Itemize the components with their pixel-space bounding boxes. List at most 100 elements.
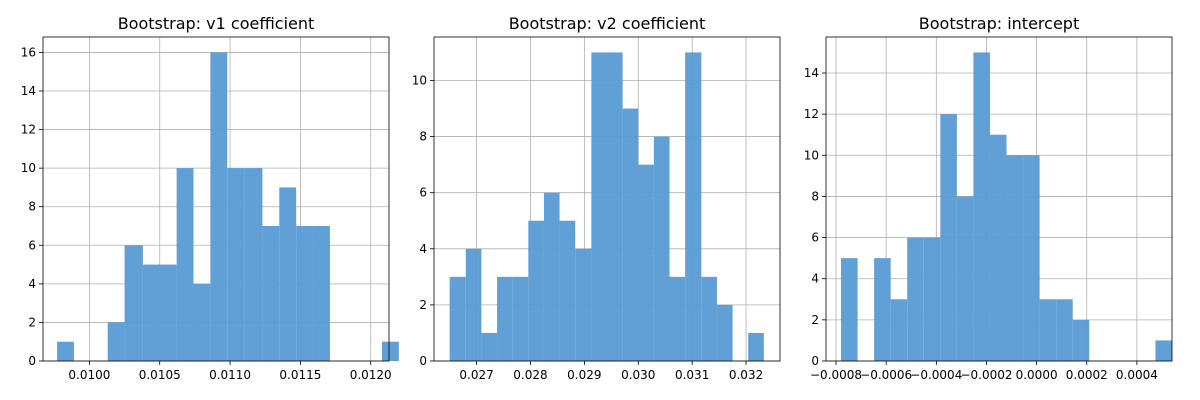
histogram-bar [591,52,607,362]
x-tick-label: −0.0006 [860,368,912,382]
histogram-bar [1155,340,1172,361]
histogram-bar [381,341,399,361]
x-tick-label: 0.0120 [350,368,392,382]
y-tick-label: 0 [28,354,36,368]
axes-frame [433,36,781,362]
histogram-bar [748,332,764,361]
histogram-bar [923,237,941,361]
x-tick-label: 0.027 [459,368,493,382]
histogram-bar [607,52,623,362]
y-tick-label: 16 [21,45,36,59]
chart-title: Bootstrap: intercept [919,14,1079,33]
histogram-bar [528,220,544,361]
y-tick-label: 2 [419,298,427,312]
x-tick-label: −0.0008 [810,368,862,382]
x-tick-label: 0.0004 [1116,368,1158,382]
x-tick-label: 0.032 [729,368,763,382]
y-tick-label: 8 [28,200,36,214]
y-tick-label: 6 [419,186,427,200]
chart-title: Bootstrap: v2 coefficient [509,14,706,33]
x-tick-label: 0.0002 [1066,368,1108,382]
histogram-bar [956,196,974,361]
histogram-bar [685,52,702,362]
histogram-bar [1056,299,1073,361]
chart-title: Bootstrap: v1 coefficient [118,14,315,33]
histogram-bar [940,114,957,362]
x-tick-label: 0.0100 [68,368,110,382]
y-tick-label: 12 [804,107,819,121]
x-tick-label: 0.028 [513,368,547,382]
histogram-bar [669,276,686,361]
histogram-bar [973,52,990,362]
histogram-bar [874,258,891,361]
histogram-bar [210,52,228,362]
histogram-bar [1039,299,1057,361]
histogram-bar [512,276,529,361]
panel-v1-coefficient: Bootstrap: v1 coefficient 0.0100 0.0105 0.… [21,14,399,382]
x-tick-label: 0.0105 [139,368,181,382]
histogram-bar [279,187,297,361]
histogram-bar [1072,319,1090,361]
x-tick-label: 0.0115 [279,368,321,382]
histogram-bar [57,341,74,361]
y-tick-label: 10 [804,148,819,162]
histogram-bar [159,264,177,361]
histogram-bar [701,276,717,361]
histogram-bar [296,226,314,361]
histogram-bar [193,283,211,361]
axes-frame [825,36,1173,362]
histogram-bar [244,168,263,361]
x-tick-label: 0.030 [621,368,655,382]
histogram-bar [465,248,482,361]
panel-v2-coefficient: Bootstrap: v2 coefficient 0.027 0.028 0.02… [412,14,781,382]
x-tick-label: −0.0002 [960,368,1012,382]
x-tick-label: 0.0000 [1016,368,1058,382]
x-tick-label: 0.031 [675,368,709,382]
histogram-bar [497,276,513,361]
x-tick-label: 0.0110 [209,368,251,382]
histogram-bar [575,248,592,361]
y-tick-label: 4 [811,272,819,286]
histogram-bar [1006,155,1024,361]
histogram-bar [227,168,245,361]
axes-frame [42,36,390,362]
y-tick-label: 14 [21,84,36,98]
y-tick-label: 8 [419,130,427,144]
y-tick-label: 4 [419,242,427,256]
y-tick-label: 12 [21,123,36,137]
histogram-bar [890,299,908,361]
histogram-bar [559,220,576,361]
y-tick-label: 10 [412,73,427,87]
y-tick-label: 4 [28,277,36,291]
histogram-bar [543,192,560,361]
histogram-bar [841,258,858,361]
y-tick-label: 0 [811,354,819,368]
histogram-bar [481,332,498,361]
y-tick-label: 8 [811,189,819,203]
histogram-bar [449,276,466,361]
y-tick-label: 6 [28,238,36,252]
panel-intercept: Bootstrap: intercept −0.0008−0.0006−0.00… [804,14,1173,382]
y-tick-label: 10 [21,161,36,175]
histogram-bar [262,226,280,361]
histogram-bar [1023,155,1040,361]
histogram-bar [907,237,924,361]
histogram-bar [989,134,1007,361]
histogram-bar [313,226,330,361]
histogram-bar [176,168,194,361]
histogram-bar [622,108,639,361]
y-tick-label: 2 [28,315,36,329]
y-tick-label: 6 [811,231,819,245]
histogram-bar [716,304,733,361]
histogram-bar [124,245,143,361]
x-tick-label: 0.029 [567,368,601,382]
x-tick-label: −0.0004 [910,368,962,382]
y-tick-label: 0 [419,354,427,368]
histogram-bar [142,264,160,361]
y-tick-label: 14 [804,66,819,80]
histogram-bar [107,322,125,361]
y-tick-label: 2 [811,313,819,327]
histogram-bar [653,136,670,361]
histogram-bar [638,164,654,361]
